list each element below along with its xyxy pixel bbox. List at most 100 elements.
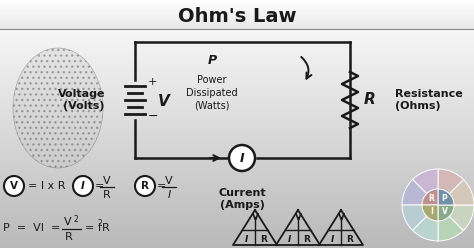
Bar bbox=[0, 195, 474, 196]
Bar bbox=[0, 197, 474, 198]
Bar bbox=[0, 217, 474, 218]
Bar bbox=[0, 140, 474, 141]
Bar bbox=[0, 156, 474, 157]
Bar bbox=[0, 37, 474, 38]
Text: Resistance
(Ohms): Resistance (Ohms) bbox=[395, 89, 463, 111]
Bar bbox=[0, 94, 474, 95]
Bar bbox=[0, 16, 474, 17]
Bar bbox=[0, 63, 474, 64]
Bar bbox=[0, 107, 474, 108]
Circle shape bbox=[135, 176, 155, 196]
Bar bbox=[0, 40, 474, 41]
Bar bbox=[0, 171, 474, 172]
Text: R: R bbox=[428, 194, 434, 203]
Bar bbox=[0, 6, 474, 7]
Bar bbox=[0, 105, 474, 106]
Bar bbox=[0, 192, 474, 193]
Bar bbox=[0, 65, 474, 66]
Bar bbox=[0, 30, 474, 31]
Bar bbox=[0, 24, 474, 25]
Bar bbox=[0, 2, 474, 3]
Bar bbox=[0, 151, 474, 152]
Bar bbox=[0, 245, 474, 246]
Bar bbox=[0, 212, 474, 213]
Bar bbox=[0, 230, 474, 231]
Bar bbox=[0, 48, 474, 49]
Bar bbox=[0, 202, 474, 203]
Bar bbox=[0, 116, 474, 117]
Bar bbox=[0, 201, 474, 202]
Bar bbox=[0, 169, 474, 170]
Wedge shape bbox=[412, 169, 438, 205]
Bar bbox=[0, 7, 474, 8]
Bar bbox=[0, 7, 474, 8]
Bar bbox=[0, 183, 474, 184]
Text: =: = bbox=[95, 181, 104, 191]
Bar bbox=[0, 234, 474, 235]
Bar bbox=[0, 15, 474, 16]
Bar bbox=[0, 67, 474, 68]
Bar bbox=[0, 223, 474, 224]
Bar bbox=[0, 23, 474, 24]
Bar bbox=[0, 136, 474, 137]
Bar bbox=[0, 218, 474, 219]
Bar bbox=[0, 1, 474, 2]
Bar bbox=[0, 2, 474, 3]
Bar bbox=[0, 232, 474, 233]
Bar bbox=[0, 16, 474, 17]
Bar bbox=[0, 61, 474, 62]
Text: V: V bbox=[103, 176, 111, 186]
Bar bbox=[0, 75, 474, 76]
Bar bbox=[0, 205, 474, 206]
Text: P: P bbox=[208, 54, 217, 66]
Bar bbox=[0, 102, 474, 103]
Text: R: R bbox=[364, 93, 376, 107]
Bar bbox=[0, 90, 474, 91]
Bar bbox=[0, 158, 474, 159]
Circle shape bbox=[229, 145, 255, 171]
Bar bbox=[0, 139, 474, 140]
Bar bbox=[0, 34, 474, 35]
Bar bbox=[0, 185, 474, 186]
Bar bbox=[0, 134, 474, 135]
Bar bbox=[0, 12, 474, 13]
Text: V: V bbox=[442, 207, 447, 216]
Bar bbox=[0, 32, 474, 33]
Wedge shape bbox=[422, 189, 438, 205]
Bar bbox=[0, 68, 474, 69]
Bar bbox=[0, 227, 474, 228]
Wedge shape bbox=[438, 169, 464, 205]
Bar bbox=[0, 3, 474, 4]
Bar bbox=[0, 176, 474, 177]
Bar bbox=[0, 19, 474, 20]
Bar bbox=[0, 95, 474, 96]
Bar bbox=[0, 82, 474, 83]
Text: I: I bbox=[330, 236, 334, 245]
Bar bbox=[0, 87, 474, 88]
Bar bbox=[0, 221, 474, 222]
Bar bbox=[0, 72, 474, 73]
Bar bbox=[0, 104, 474, 105]
Bar bbox=[0, 228, 474, 229]
Bar bbox=[0, 101, 474, 102]
Bar bbox=[0, 122, 474, 123]
Bar bbox=[0, 118, 474, 119]
Bar bbox=[0, 153, 474, 154]
Bar bbox=[0, 54, 474, 55]
Bar bbox=[0, 117, 474, 118]
Text: V: V bbox=[165, 176, 173, 186]
Bar bbox=[0, 190, 474, 191]
Bar bbox=[0, 111, 474, 112]
Bar bbox=[0, 96, 474, 97]
Bar bbox=[0, 103, 474, 104]
Bar bbox=[0, 69, 474, 70]
Bar bbox=[0, 178, 474, 179]
Bar bbox=[0, 166, 474, 167]
Bar bbox=[0, 175, 474, 176]
Bar bbox=[0, 161, 474, 162]
Bar bbox=[0, 80, 474, 81]
Text: R: R bbox=[141, 181, 149, 191]
Bar bbox=[0, 170, 474, 171]
Bar bbox=[0, 15, 474, 16]
Bar bbox=[0, 147, 474, 148]
